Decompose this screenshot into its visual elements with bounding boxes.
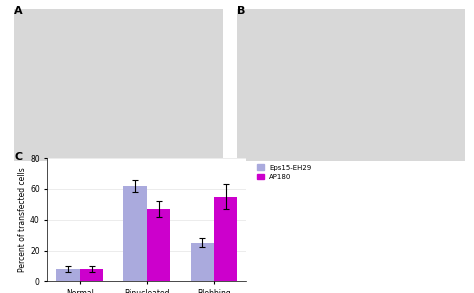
Bar [124, 186, 147, 281]
Bar [147, 209, 170, 281]
Bar [214, 197, 237, 281]
Text: C: C [14, 152, 22, 162]
Legend: Eps15-EH29, AP180: Eps15-EH29, AP180 [254, 162, 314, 183]
Bar [80, 269, 103, 281]
Text: A: A [14, 6, 23, 16]
Text: B: B [237, 6, 246, 16]
Bar [56, 269, 80, 281]
Y-axis label: Percent of transfected cells: Percent of transfected cells [18, 167, 27, 272]
Bar [191, 243, 214, 281]
